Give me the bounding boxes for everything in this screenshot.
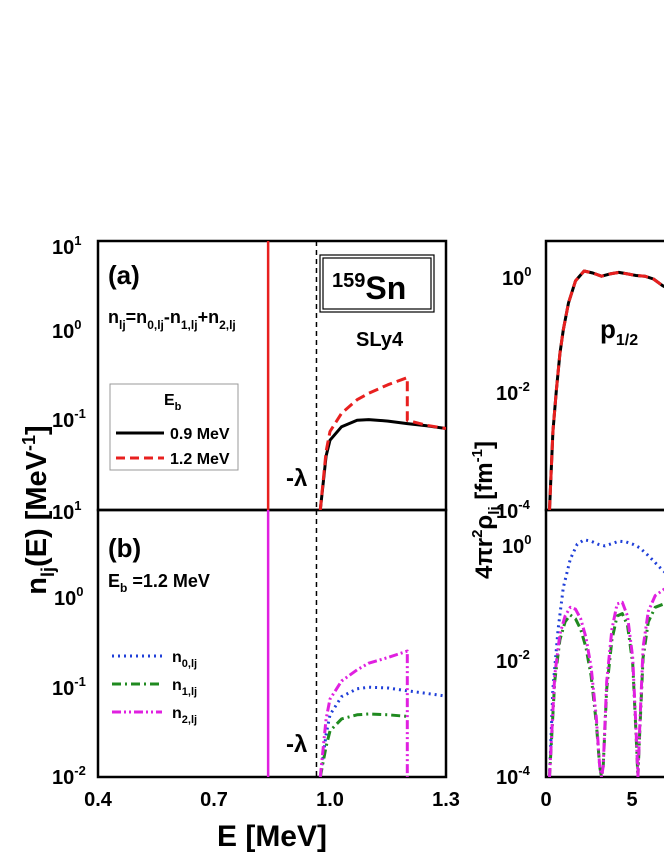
ytick-c-10e-2: 10-2: [496, 379, 530, 405]
ytick-d-10e-2: 10-2: [496, 647, 530, 673]
panel-a-legend: Eb 0.9 MeV 1.2 MeV: [109, 383, 239, 471]
eb-label: Eb =1.2 MeV: [108, 571, 210, 595]
ytick-b-10e-2: 10-2: [52, 763, 86, 789]
panel-a-yticks: 101 100 10-1 101: [52, 233, 86, 524]
series-line-n0-lj: [548, 538, 664, 777]
series-line-0-9-MeV: [318, 418, 446, 510]
panel-b-xticks: 0.4 0.7 1.0 1.3: [84, 789, 460, 811]
panel-a-label: (a): [108, 260, 140, 290]
ytick-d-10e-4: 10-4: [496, 763, 531, 789]
legend-b-entry-n2: n2,lj: [172, 705, 197, 726]
xtick-0.4: 0.4: [84, 789, 113, 811]
lambda-label-b: -λ: [286, 731, 307, 758]
ytick-a-10e-1: 10-1: [52, 406, 86, 432]
panel-right-top-frame: [544, 239, 664, 512]
nucleus-label: 159Sn: [332, 270, 406, 306]
panel-b-curves: [266, 510, 446, 777]
xtick-r-5: 5: [626, 789, 637, 811]
series-line-1-2-MeV: [548, 269, 664, 510]
xtick-1.3: 1.3: [432, 789, 460, 811]
legend-b-entry-n0: n0,lj: [172, 649, 197, 670]
xtick-0.7: 0.7: [200, 789, 228, 811]
ytick-b-10e0: 100: [54, 584, 83, 610]
state-label: p1/2: [600, 314, 638, 349]
y-axis-title-left: nlj(E) [MeV-1]: [19, 425, 58, 594]
panel-right-top-curves: [548, 269, 664, 510]
panel-right-bottom-xticks: 0 5: [540, 789, 637, 811]
series-line-n1-lj: [318, 712, 408, 777]
panel-right-bottom-curves: [548, 538, 664, 777]
legend-b-entry-n1: n1,lj: [172, 677, 197, 698]
x-axis-title: E [MeV]: [217, 820, 327, 853]
lambda-label-a: -λ: [286, 465, 307, 492]
panel-b-frame: [96, 508, 448, 779]
panel-right-bottom-frame: [544, 508, 664, 779]
legend-a-entry-0.9: 0.9 MeV: [170, 426, 230, 443]
ytick-a-10e0: 100: [52, 317, 81, 343]
xtick-r-0: 0: [540, 789, 551, 811]
ytick-c-10e-4: 10-4: [496, 497, 531, 523]
series-line-n2-lj: [548, 587, 664, 777]
xtick-1.0: 1.0: [316, 789, 344, 811]
panel-right-bottom-yticks: 100 10-2 10-4: [496, 532, 531, 789]
series-line-n1-lj: [548, 602, 664, 777]
ytick-b-10e-1: 10-1: [52, 674, 86, 700]
legend-a-entry-1.2: 1.2 MeV: [170, 451, 230, 468]
panel-b-label: (b): [108, 533, 141, 563]
ytick-a-10e1-bottom: 101: [52, 498, 81, 524]
force-label: SLy4: [356, 329, 404, 351]
series-line-n2-lj: [318, 649, 409, 777]
panel-a-formula: nlj=n0,lj-n1,lj+n2,lj: [108, 307, 236, 332]
legend-a-title: Eb: [164, 392, 182, 413]
panel-right-top-yticks: 100 10-2 10-4: [496, 264, 531, 523]
ytick-d-10e0: 100: [502, 532, 531, 558]
panel-b-yticks: 100 10-1 10-2: [52, 584, 86, 789]
ytick-a-10e1: 101: [52, 233, 81, 259]
ytick-c-10e0: 100: [502, 264, 531, 290]
series-line-n0-lj: [318, 685, 446, 777]
series-line-1-2-MeV: [318, 376, 446, 510]
nucleus-box: 159Sn: [319, 254, 435, 313]
panel-b-legend: n0,lj n1,lj n2,lj: [112, 649, 197, 726]
panel-a-curves: [266, 241, 446, 510]
